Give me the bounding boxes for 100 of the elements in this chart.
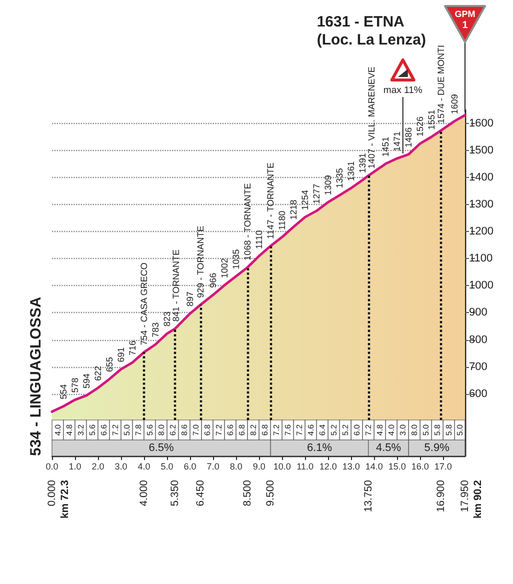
data-label: 1254: [300, 190, 310, 210]
band-label: 5.9%: [424, 442, 450, 454]
band-label: 3.2: [76, 424, 86, 436]
y-tick-label: 800: [469, 334, 488, 346]
data-label: 1471: [392, 131, 402, 152]
band-label: 7.2: [294, 424, 304, 436]
band-label: 6.2: [168, 424, 178, 436]
band-label: 5.2: [329, 424, 338, 436]
data-label: 1002: [220, 258, 230, 278]
x-tick-label: 15.0: [388, 462, 406, 472]
band-label: 5.6: [145, 424, 154, 436]
x2-tick-label: 13.750: [362, 480, 374, 512]
text: km 72.3: [59, 480, 71, 519]
band-label: 8.0: [156, 424, 166, 436]
data-label: 1574 - DUE MONTI: [436, 45, 446, 124]
x-tick-label: 8.0: [230, 462, 242, 472]
band-label: 5.2: [340, 424, 350, 436]
x-tick-label: 9.0: [252, 462, 266, 472]
x-tick-label: 4.0: [138, 462, 150, 472]
data-label: 716: [128, 340, 138, 356]
band-label: 6.5%: [148, 442, 174, 454]
x-tick-label: 6.0: [184, 462, 196, 472]
y-tick-label: 1100: [469, 252, 493, 265]
x2-tick-label: 17.950: [459, 480, 471, 512]
data-label: 1068 - TORNANTE: [242, 183, 253, 260]
data-label: 691: [116, 347, 126, 362]
band-label: 6.8: [260, 424, 270, 436]
band-label: 4.8: [64, 424, 74, 436]
band-label: 5.8: [444, 424, 454, 436]
x-tick-label: 16.0: [411, 462, 429, 472]
band-label: 7.2: [364, 424, 373, 436]
x-tick-label: 17.0: [434, 462, 452, 472]
data-label: 1180: [277, 210, 288, 230]
x-tick-label: 3.0: [114, 462, 128, 472]
band-label: 5.6: [88, 424, 97, 436]
data-label: 1218: [288, 200, 299, 220]
band-label: 7.6: [283, 424, 292, 436]
data-label: 897: [185, 292, 196, 307]
data-label: 594: [82, 373, 92, 388]
data-label: 622: [93, 366, 104, 381]
x-tick-label: 1.0: [68, 462, 82, 472]
data-label: 783: [150, 322, 161, 338]
data-label: 1309: [323, 175, 334, 196]
data-label: 841 - TORNANTE: [171, 249, 182, 322]
x2-tick-label: 0.000: [46, 480, 58, 506]
y-tick-label: 600: [469, 388, 488, 400]
data-label: 554: [58, 384, 69, 400]
chart-title: 1631 - ETNA (Loc. La Lenza): [316, 14, 426, 48]
band-label: 5.8: [432, 424, 442, 436]
data-label: 655: [104, 356, 115, 372]
band-label: 4.8: [375, 424, 384, 436]
band-label: 7.0: [191, 424, 200, 436]
x2-tick-label: 9.500: [264, 480, 277, 506]
x-tick-label: 10.0: [273, 462, 291, 472]
band-label: 7.2: [272, 424, 281, 436]
band-label: 6.1%: [306, 442, 332, 454]
x-tick-label: 13.0: [342, 462, 360, 472]
band-label: 8.2: [248, 424, 258, 436]
band-label: 6.0: [352, 424, 362, 436]
x2-tick-label: 5.350: [169, 480, 182, 506]
text: km 90.2: [472, 480, 484, 519]
data-label: 1526: [415, 116, 426, 137]
band-label: 7.2: [110, 424, 120, 436]
data-label: 929 - TORNANTE: [195, 226, 206, 298]
x-tick-label: 7.0: [206, 462, 220, 472]
data-label: 1035: [231, 249, 242, 270]
y-tick-label: 1600: [469, 118, 494, 130]
y-tick-label: 1400: [469, 172, 494, 184]
y-tick-label: 1000: [469, 280, 494, 292]
annotation: max 11%: [383, 85, 423, 96]
band-label: 4.6: [306, 424, 316, 436]
data-label: 1486: [404, 127, 414, 148]
band-label: 5.0: [455, 424, 464, 436]
x-tick-label: 12.0: [319, 462, 337, 472]
data-label: 1551: [426, 110, 437, 130]
y-tick-label: 1200: [469, 226, 494, 238]
x-tick-label: 5.0: [160, 462, 174, 472]
data-label: 1451: [380, 136, 391, 157]
data-label: 1110: [254, 230, 264, 249]
data-label: 754 - CASA GRECO: [139, 262, 150, 346]
x2-tick-label: 4.000: [138, 480, 150, 506]
band-label: 7.2: [214, 424, 224, 436]
data-label: 1361: [346, 161, 356, 182]
data-label: 1277: [312, 184, 322, 204]
data-label: 1335: [334, 168, 345, 188]
annotation: GPM 1: [454, 9, 476, 31]
band-label: 7.8: [134, 424, 143, 436]
band-label: 3.0: [398, 424, 408, 436]
data-label: 534 - LINGUAGLOSSA: [28, 296, 44, 456]
band-label: 6.4: [318, 424, 327, 436]
x2-tick-label: 6.450: [194, 480, 206, 506]
y-tick-label: 700: [469, 360, 488, 373]
band-label: 6.8: [237, 424, 246, 436]
y-tick-label: 900: [469, 306, 488, 319]
data-label: 1609: [450, 94, 460, 114]
band-label: 4.0: [53, 424, 62, 436]
band-label: 6.8: [202, 424, 212, 436]
band-label: 5.0: [122, 424, 132, 436]
data-label: 578: [70, 378, 80, 393]
y-tick-label: 1500: [469, 144, 494, 157]
